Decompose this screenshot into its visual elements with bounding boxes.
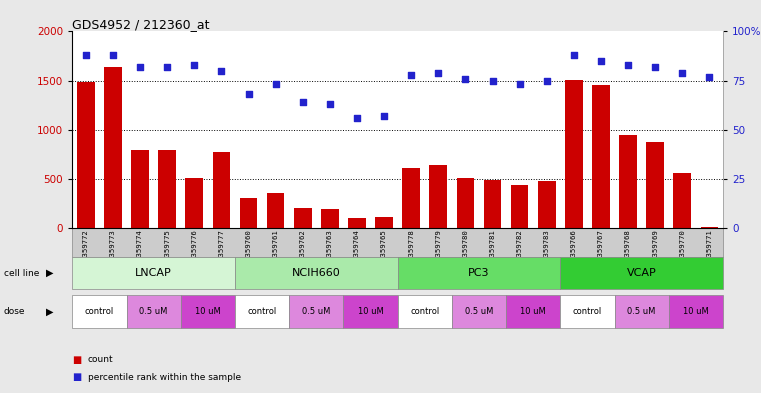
Bar <box>321 209 339 228</box>
Point <box>80 52 92 58</box>
Point <box>568 52 580 58</box>
Bar <box>375 217 393 228</box>
Text: control: control <box>573 307 602 316</box>
Text: VCAP: VCAP <box>627 268 657 278</box>
Text: 10 uM: 10 uM <box>195 307 221 316</box>
Text: cell line: cell line <box>4 269 39 277</box>
Bar <box>348 218 366 228</box>
Bar <box>673 173 691 228</box>
Bar <box>212 152 231 228</box>
Bar <box>158 150 176 228</box>
Point <box>677 70 689 76</box>
Point <box>649 64 661 70</box>
Text: ▶: ▶ <box>46 307 53 316</box>
Text: NCIH660: NCIH660 <box>292 268 341 278</box>
Bar <box>403 169 420 228</box>
Point <box>269 81 282 88</box>
Point <box>540 77 552 84</box>
Text: ▶: ▶ <box>46 268 53 278</box>
Text: GDS4952 / 212360_at: GDS4952 / 212360_at <box>72 18 210 31</box>
Text: dose: dose <box>4 307 25 316</box>
Bar <box>457 178 474 228</box>
Text: 10 uM: 10 uM <box>521 307 546 316</box>
Bar <box>619 134 637 228</box>
Text: 10 uM: 10 uM <box>683 307 708 316</box>
Point <box>297 99 309 105</box>
Point <box>215 68 228 74</box>
Text: control: control <box>247 307 277 316</box>
Bar <box>186 178 203 228</box>
Point <box>460 75 472 82</box>
Point <box>161 64 174 70</box>
Point <box>622 62 634 68</box>
Point <box>514 81 526 88</box>
Bar <box>592 86 610 228</box>
Point <box>405 72 417 78</box>
Bar <box>511 185 528 228</box>
Text: ■: ■ <box>72 354 81 365</box>
Bar <box>131 150 149 228</box>
Point <box>351 115 363 121</box>
Point <box>378 113 390 119</box>
Bar <box>104 67 122 228</box>
Point <box>486 77 498 84</box>
Bar <box>294 208 311 228</box>
Point <box>188 62 200 68</box>
Text: 0.5 uM: 0.5 uM <box>139 307 168 316</box>
Point <box>134 64 146 70</box>
Bar <box>267 193 285 228</box>
Bar <box>565 80 583 228</box>
Point <box>432 70 444 76</box>
Text: control: control <box>84 307 114 316</box>
Bar <box>429 165 447 228</box>
Text: percentile rank within the sample: percentile rank within the sample <box>88 373 240 382</box>
Point <box>323 101 336 107</box>
Text: 10 uM: 10 uM <box>358 307 384 316</box>
Bar <box>77 82 94 228</box>
Text: 0.5 uM: 0.5 uM <box>465 307 493 316</box>
Point <box>703 73 715 80</box>
Text: LNCAP: LNCAP <box>135 268 172 278</box>
Point <box>595 58 607 64</box>
Point <box>243 91 255 97</box>
Bar <box>240 198 257 228</box>
Point <box>107 52 119 58</box>
Bar <box>484 180 501 228</box>
Text: ■: ■ <box>72 372 81 382</box>
Text: control: control <box>410 307 439 316</box>
Bar <box>538 181 556 228</box>
Text: 0.5 uM: 0.5 uM <box>302 307 330 316</box>
Text: PC3: PC3 <box>468 268 490 278</box>
Text: count: count <box>88 355 113 364</box>
Bar <box>646 143 664 228</box>
Text: 0.5 uM: 0.5 uM <box>627 307 656 316</box>
Bar <box>701 227 718 228</box>
